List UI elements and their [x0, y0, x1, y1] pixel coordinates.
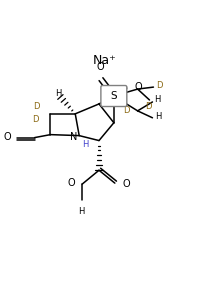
Text: H: H — [78, 207, 84, 217]
Text: D: D — [145, 102, 152, 111]
Text: D: D — [156, 81, 163, 90]
Text: O: O — [96, 62, 104, 72]
Text: D: D — [123, 106, 130, 115]
FancyBboxPatch shape — [101, 86, 127, 106]
Text: D: D — [33, 102, 40, 111]
Text: H: H — [82, 140, 88, 149]
Text: S: S — [110, 91, 117, 101]
Text: H: H — [154, 95, 161, 104]
Text: D: D — [32, 115, 39, 124]
Text: H: H — [55, 88, 62, 98]
Text: O: O — [3, 132, 11, 142]
Text: O: O — [135, 82, 142, 92]
Text: O: O — [67, 178, 75, 188]
Text: N: N — [69, 132, 77, 142]
Text: O: O — [122, 179, 130, 189]
Text: Na⁺: Na⁺ — [93, 54, 117, 67]
Text: H: H — [155, 112, 161, 121]
